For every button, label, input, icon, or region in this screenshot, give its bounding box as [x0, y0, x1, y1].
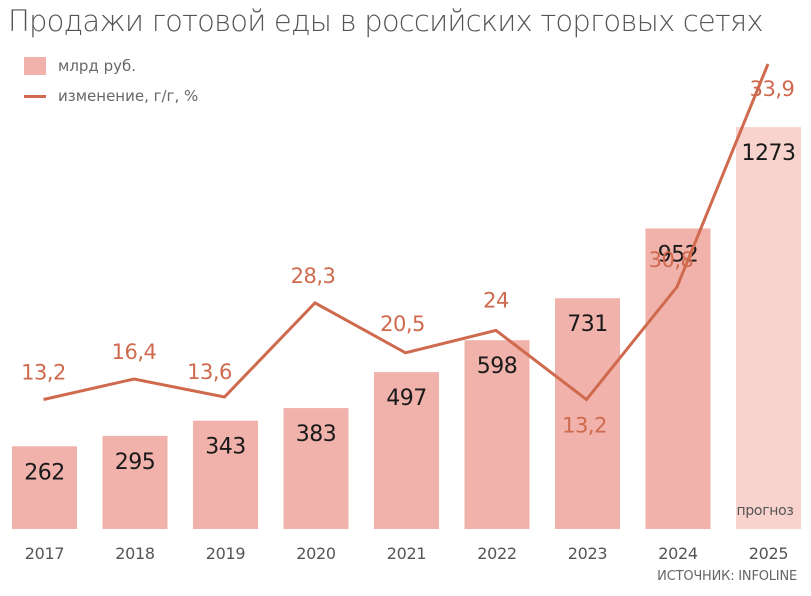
bar-2021	[374, 372, 439, 529]
legend-item-line: изменение, г/г, %	[24, 85, 198, 107]
bar-2017	[12, 446, 77, 529]
bar-label-2021: 497	[386, 386, 427, 411]
line-label-2025: 33,9	[750, 77, 795, 101]
line-label-2024: 30,8	[649, 248, 694, 272]
bar-2020	[283, 408, 349, 529]
line-label-2020: 28,3	[291, 264, 336, 288]
chart-title: Продажи готовой еды в российских торговы…	[8, 4, 764, 38]
bar-2019	[193, 420, 258, 529]
x-tick-2020: 2020	[296, 544, 336, 563]
bar-2022	[464, 340, 530, 529]
x-tick-2025: 2025	[749, 544, 789, 563]
line-label-2018: 16,4	[112, 340, 157, 364]
forecast-note: прогноз	[736, 503, 793, 519]
x-tick-2017: 2017	[25, 544, 65, 563]
x-tick-2022: 2022	[477, 544, 517, 563]
bar-2024	[645, 228, 711, 529]
legend-bars-label: млрд руб.	[58, 57, 136, 75]
bar-2025	[736, 127, 801, 530]
change-line	[43, 63, 770, 402]
line-label-2023: 13,2	[562, 414, 607, 438]
bar-2023	[555, 298, 620, 529]
legend-line-label: изменение, г/г, %	[58, 87, 199, 105]
legend-item-bars: млрд руб.	[24, 55, 136, 77]
bar-label-2019: 343	[205, 435, 246, 460]
line-label-2021: 20,5	[380, 312, 425, 336]
legend-bar-swatch	[24, 57, 46, 75]
x-tick-2021: 2021	[387, 544, 427, 563]
x-tick-2019: 2019	[206, 544, 246, 563]
x-tick-2018: 2018	[115, 544, 155, 563]
bar-label-2018: 295	[115, 450, 156, 475]
source-note: ИСТОЧНИК: INFOLINE	[657, 569, 797, 584]
bar-label-2023: 731	[567, 312, 608, 337]
x-tick-2024: 2024	[658, 544, 698, 563]
x-tick-2023: 2023	[568, 544, 608, 563]
line-label-2022: 24	[483, 288, 509, 312]
bar-label-2020: 383	[296, 422, 337, 447]
legend-line-swatch	[24, 94, 46, 98]
line-label-2017: 13,2	[21, 361, 66, 385]
bar-label-2017: 262	[24, 460, 65, 485]
bar-label-2022: 598	[477, 354, 518, 379]
bar-2018	[102, 435, 168, 529]
line-label-2019: 13,6	[187, 360, 232, 384]
bar-label-2025: 1273	[742, 141, 796, 166]
